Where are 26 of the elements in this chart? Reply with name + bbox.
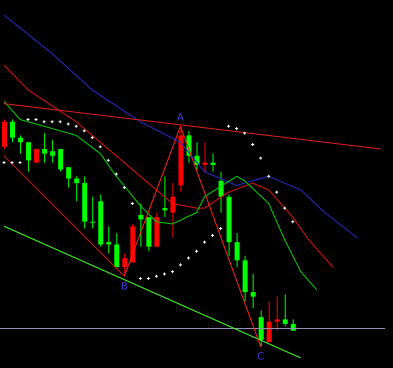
candlestick (122, 253, 128, 277)
candlestick (162, 176, 168, 218)
candlestick (26, 142, 32, 172)
candlestick (90, 196, 96, 230)
candlestick (106, 226, 112, 254)
candlestick (210, 153, 216, 172)
candlestick (114, 232, 120, 268)
annotation: C (257, 352, 264, 363)
candlestick (138, 203, 144, 248)
candlestick (10, 118, 16, 143)
candlestick (170, 182, 176, 238)
candlestick (66, 166, 72, 188)
candlestick (266, 300, 272, 343)
candlestick (234, 232, 240, 268)
candlestick (258, 310, 264, 348)
candlestick (250, 273, 256, 309)
candlestick (74, 176, 80, 202)
candlestick (42, 132, 48, 164)
candlestick (202, 142, 208, 172)
candlestick (282, 294, 288, 327)
annotation: A (177, 112, 184, 124)
candlestick (58, 148, 64, 172)
candlestick (50, 139, 56, 164)
candlestick (18, 134, 24, 154)
candlestick (34, 148, 40, 164)
annotation: B (120, 281, 128, 292)
